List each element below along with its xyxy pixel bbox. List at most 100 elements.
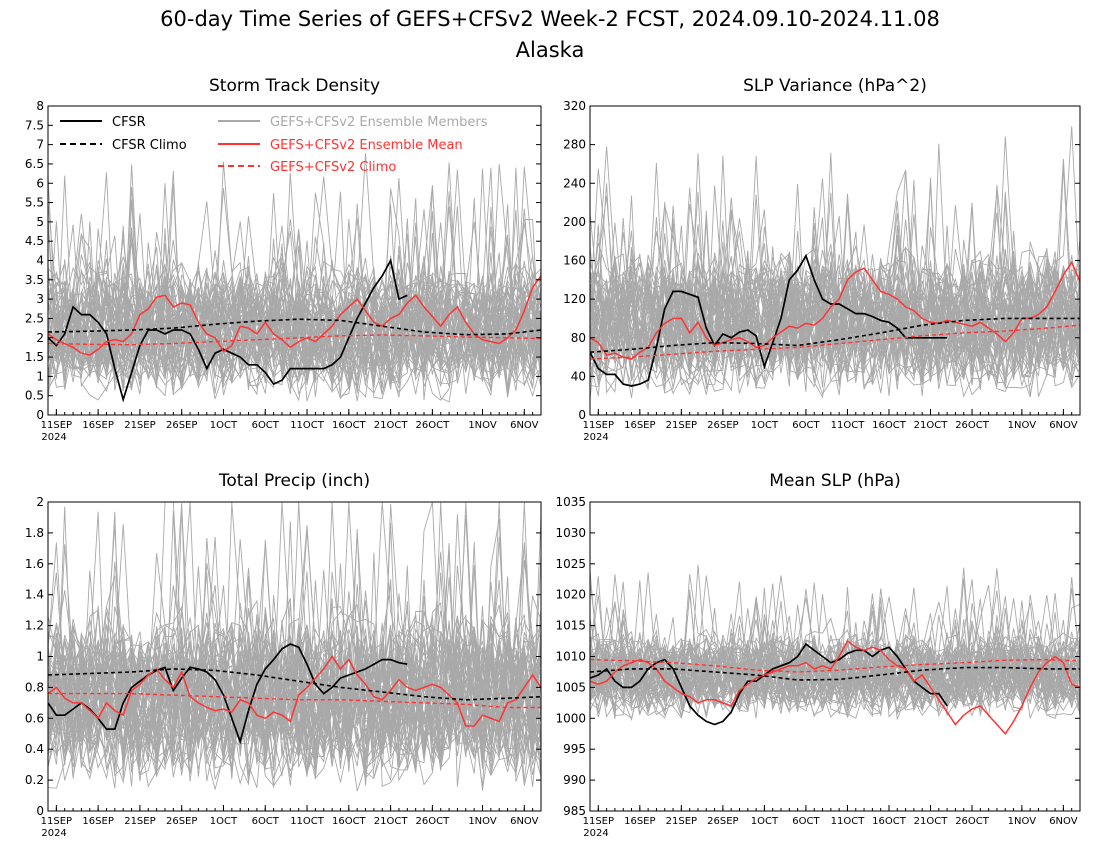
cfsr-line	[590, 642, 948, 726]
y-tick-label: 240	[563, 176, 586, 190]
ensemble-member-line	[48, 584, 541, 782]
ensemble-member-line	[590, 169, 1080, 372]
ensemble-member-line	[590, 638, 1080, 710]
y-tick-label: 120	[563, 292, 586, 306]
x-tick-label: 26SEP	[166, 816, 197, 827]
ensemble-member-line	[48, 221, 541, 379]
cfsr-line	[48, 258, 408, 403]
ensemble-member-line	[48, 542, 541, 789]
y-tick-label: 4	[36, 254, 44, 268]
x-tick-label: 26SEP	[707, 420, 738, 431]
y-tick-label: 6.5	[25, 157, 44, 171]
ensemble-members	[590, 126, 1080, 401]
x-tick-label: 21OCT	[914, 420, 949, 431]
figure-subtitle: Alaska	[516, 38, 585, 62]
y-tick-label: 3	[36, 292, 44, 306]
y-tick-label: 1000	[555, 711, 586, 725]
x-tick-label: 11OCT	[290, 816, 325, 827]
ensemble-member-line	[590, 126, 1080, 368]
ensemble-mean-line	[48, 655, 541, 727]
ensemble-member-line	[590, 209, 1080, 382]
chart-panel-2: 0 0.2 0.4 0.6 0.8 1 1.2 1.4 1.6 1.8 2 11SEP 16SEP 21S…	[25, 471, 542, 839]
ensemble-member-line	[590, 643, 1080, 716]
chart-panel-3: 985 990 995 1000 1005 1010 1015 1020 1025 1030 103…	[555, 471, 1081, 839]
y-tick-label: 3.5	[25, 273, 44, 287]
plot-area	[48, 502, 541, 792]
x-tick-label: 6NOV	[510, 816, 539, 827]
legend-members-label: GEFS+CFSv2 Ensemble Members	[270, 115, 488, 130]
cfsr-line	[590, 253, 948, 387]
plot-area	[590, 564, 1080, 736]
y-tick-label: 1.4	[25, 588, 44, 602]
x-tick-label: 16SEP	[624, 420, 655, 431]
x-tick-label: 21SEP	[666, 816, 697, 827]
x-year-label: 2024	[583, 828, 608, 839]
x-tick-label: 26OCT	[416, 816, 451, 827]
ensemble-member-line	[48, 625, 541, 765]
y-tick-label: 1.6	[25, 557, 44, 571]
x-year-label: 2024	[41, 432, 66, 443]
x-tick-label: 21OCT	[914, 816, 949, 827]
ensemble-member-line	[48, 262, 541, 375]
ensemble-member-line	[48, 532, 541, 750]
x-tick-label: 6OCT	[792, 420, 820, 431]
ensemble-member-line	[590, 180, 1080, 397]
y-tick-label: 1.2	[25, 619, 44, 633]
y-tick-label: 1.8	[25, 526, 44, 540]
gefs-climo-line	[590, 658, 1080, 673]
x-tick-label: 1OCT	[210, 420, 238, 431]
x-tick-label: 11OCT	[290, 420, 325, 431]
x-tick-label: 6NOV	[1049, 816, 1078, 827]
x-tick-label: 11SEP	[41, 816, 72, 827]
x-tick-label: 26SEP	[707, 816, 738, 827]
legend-gefs-climo-label: GEFS+CFSv2 Climo	[270, 160, 396, 175]
x-tick-label: 1NOV	[468, 816, 497, 827]
y-tick-label: 1015	[555, 619, 586, 633]
x-tick-label: 6NOV	[510, 420, 539, 431]
y-tick-label: 1030	[555, 526, 586, 540]
x-tick-label: 16SEP	[624, 816, 655, 827]
y-tick-label: 985	[563, 804, 586, 818]
panel-title: SLP Variance (hPa^2)	[743, 76, 927, 96]
x-tick-label: 1OCT	[751, 816, 779, 827]
y-tick-label: 7	[36, 138, 44, 152]
x-year-label: 2024	[583, 432, 608, 443]
x-tick-label: 16OCT	[332, 420, 367, 431]
y-tick-label: 1020	[555, 588, 586, 602]
figure-title: 60-day Time Series of GEFS+CFSv2 Week-2 …	[160, 7, 940, 31]
ensemble-member-line	[590, 265, 1080, 389]
x-tick-label: 16SEP	[82, 420, 113, 431]
ensemble-member-line	[48, 502, 541, 764]
ensemble-member-line	[590, 146, 1080, 386]
y-tick-label: 8	[36, 99, 44, 113]
y-tick-label: 2.5	[25, 311, 44, 325]
ensemble-member-line	[590, 202, 1080, 371]
ensemble-mean-line	[48, 275, 541, 356]
ensemble-mean-line	[590, 639, 1080, 736]
y-tick-label: 990	[563, 773, 586, 787]
y-tick-label: 1035	[555, 495, 586, 509]
y-tick-label: 280	[563, 138, 586, 152]
legend-cfsr-label: CFSR	[112, 115, 146, 130]
y-tick-label: 1.5	[25, 350, 44, 364]
ensemble-mean-line	[590, 260, 1080, 360]
y-tick-label: 6	[36, 176, 44, 190]
plot-area	[590, 126, 1080, 401]
ensemble-member-line	[590, 152, 1080, 372]
x-tick-label: 21SEP	[124, 420, 155, 431]
y-tick-label: 0	[36, 408, 44, 422]
y-tick-label: 0.6	[25, 711, 44, 725]
ensemble-member-line	[590, 218, 1080, 388]
x-tick-label: 6OCT	[252, 420, 280, 431]
cfsr-line	[48, 643, 408, 745]
cfsr-climo-line	[590, 666, 1080, 681]
x-tick-label: 11OCT	[831, 420, 866, 431]
x-tick-label: 16SEP	[82, 816, 113, 827]
y-tick-label: 0.8	[25, 680, 44, 694]
y-tick-label: 320	[563, 99, 586, 113]
y-tick-label: 1005	[555, 680, 586, 694]
ensemble-members	[48, 153, 541, 403]
x-tick-label: 1NOV	[1008, 420, 1037, 431]
x-tick-label: 26OCT	[416, 420, 451, 431]
y-tick-label: 200	[563, 215, 586, 229]
